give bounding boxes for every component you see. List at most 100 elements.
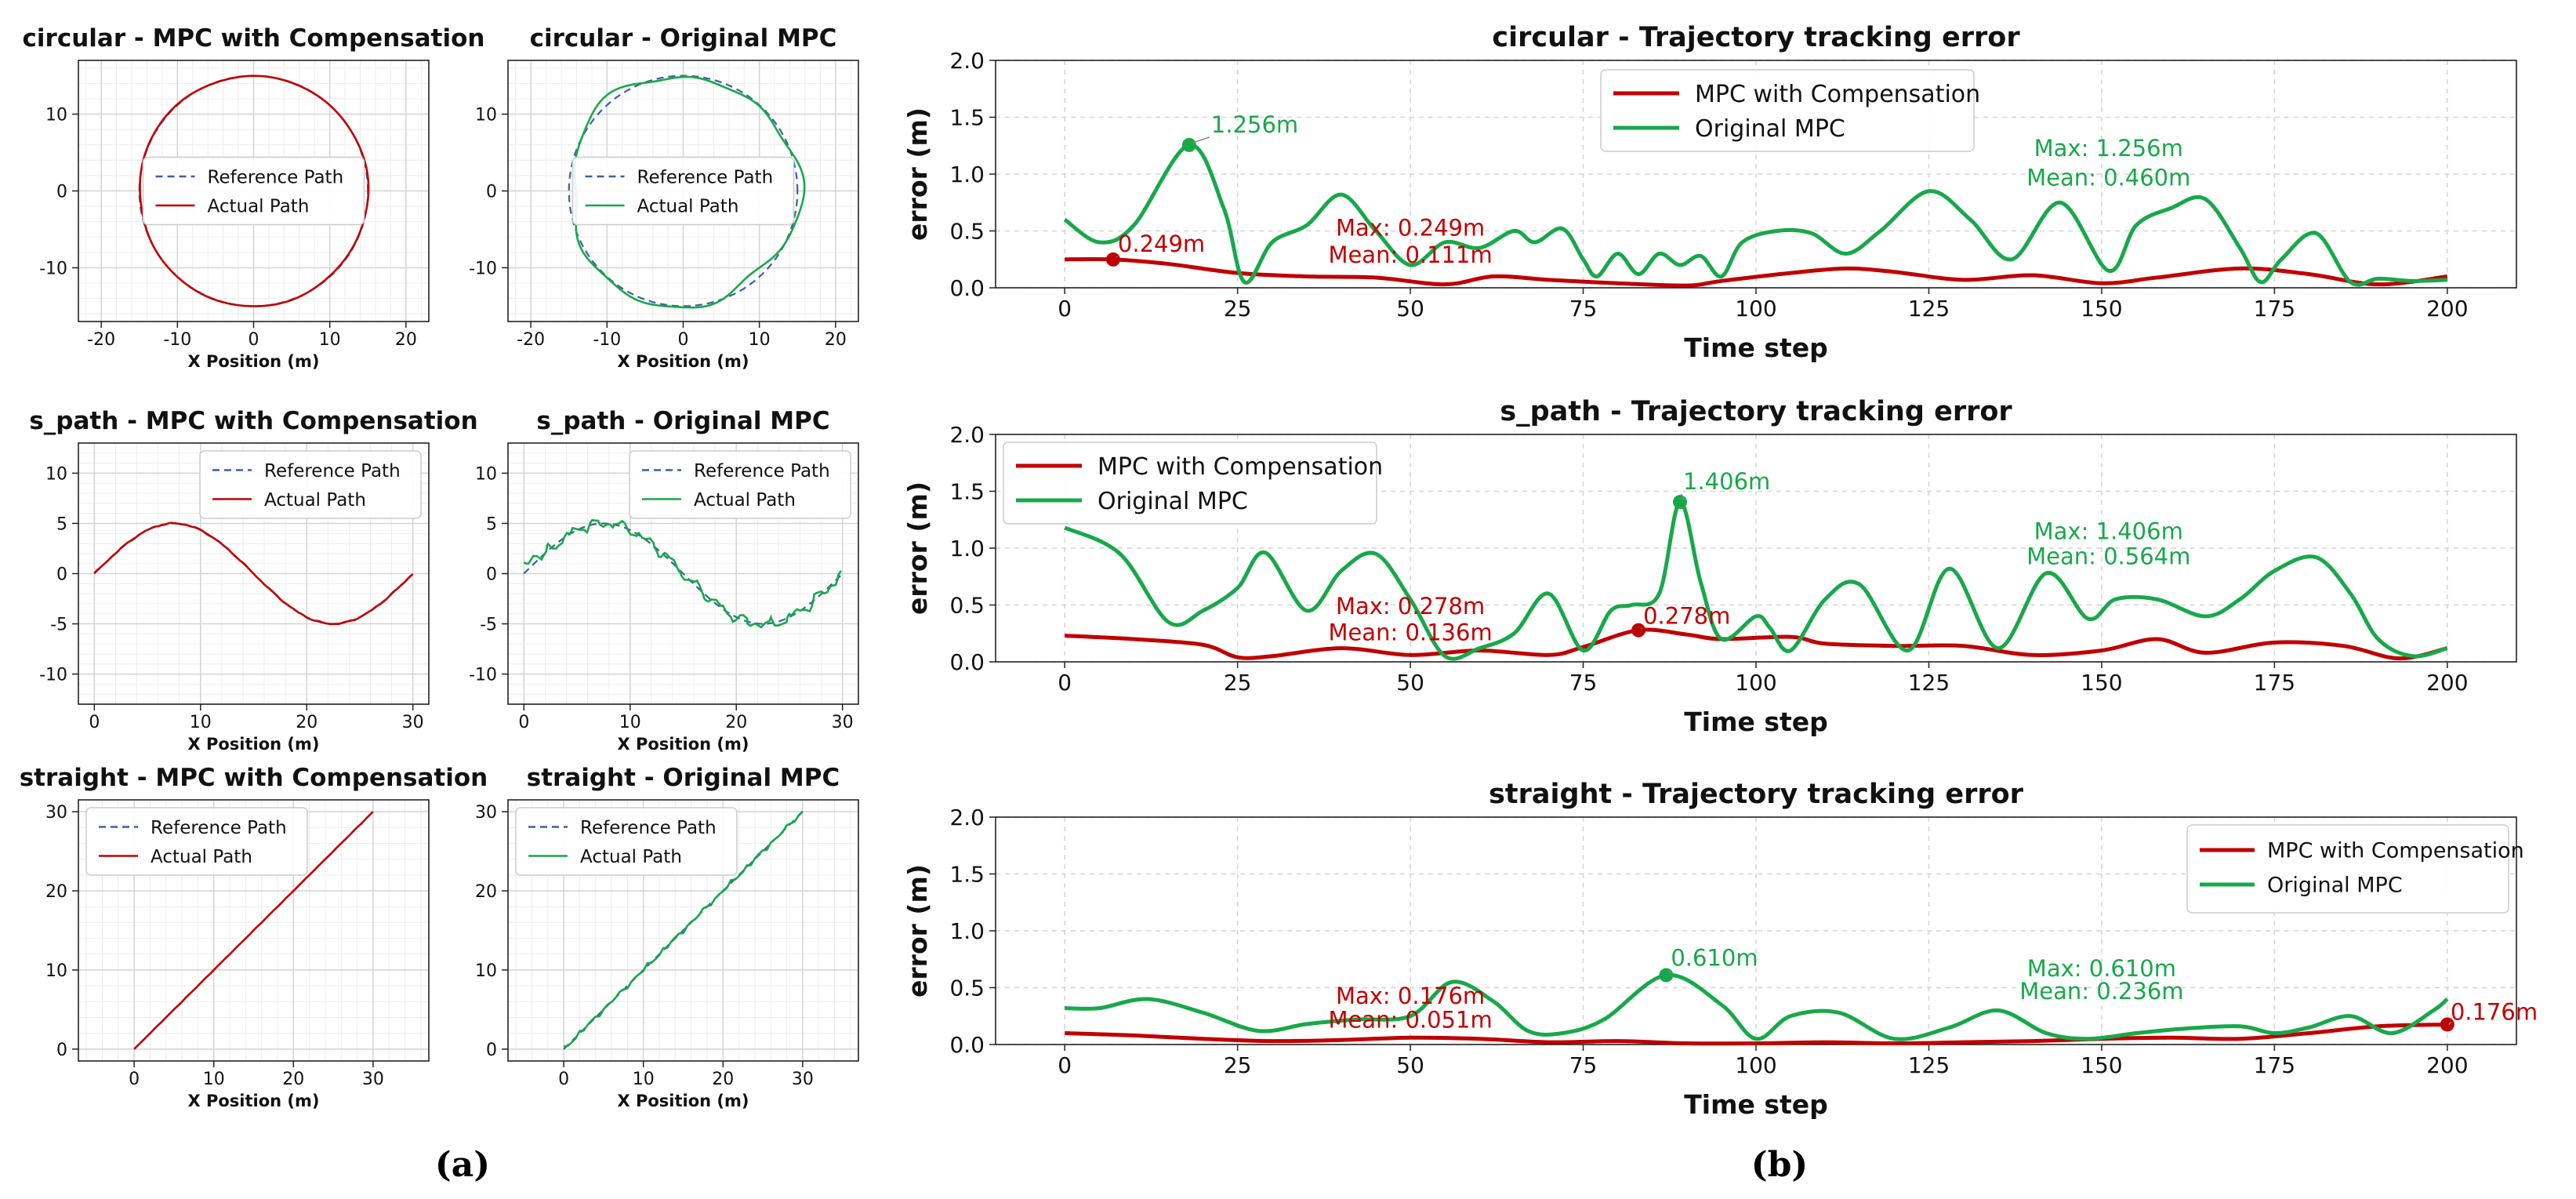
x-tick-label: 20 (282, 1070, 304, 1089)
x-tick-label: 25 (1224, 1052, 1252, 1078)
x-tick-label: -20 (87, 330, 115, 350)
y-tick-label: 1.5 (949, 479, 985, 505)
peak-annotation: 0.610m (1671, 945, 1758, 972)
x-tick-label: 175 (2254, 1052, 2295, 1078)
legend-box (199, 450, 422, 519)
caption-a: (a) (435, 1145, 490, 1185)
x-tick-label: 10 (319, 330, 341, 350)
legend-box (142, 156, 365, 226)
legend-box (85, 807, 308, 876)
x-tick-label: 75 (1569, 670, 1598, 696)
y-axis-label: error (m) (902, 107, 933, 241)
stats-annotation: Max: 0.176m (1336, 983, 1485, 1009)
x-tick-label: 20 (395, 330, 417, 350)
x-tick-label: 0 (1058, 670, 1072, 696)
x-tick-label: -20 (517, 330, 545, 350)
legend-label: Reference Path (580, 818, 717, 838)
y-tick-label: 0 (486, 1041, 497, 1060)
y-tick-label: 0.0 (949, 1032, 985, 1058)
legend-label: MPC with Compensation (1695, 81, 1980, 108)
x-tick-label: 50 (1396, 296, 1424, 322)
x-tick-label: 125 (1908, 1052, 1950, 1078)
y-tick-label: 30 (45, 803, 67, 823)
y-tick-label: 2.0 (949, 48, 985, 74)
reference-path-line (523, 522, 844, 625)
legend-label: Actual Path (208, 196, 310, 216)
x-axis-label: X Position (m) (187, 352, 319, 371)
legend: MPC with Compensation Original MPC (1600, 69, 1980, 152)
legend: Reference Path Actual Path (515, 807, 738, 876)
legend-label: Reference Path (637, 167, 774, 187)
actual-path-line (523, 518, 842, 629)
x-tick-label: 0 (1058, 1052, 1072, 1078)
x-tick-label: 10 (203, 1070, 225, 1089)
x-tick-label: 30 (362, 1070, 384, 1089)
plot-title: s_path - Trajectory tracking error (1500, 396, 2012, 427)
actual-path-line (563, 810, 804, 1048)
legend: MPC with Compensation Original MPC (1003, 441, 1383, 525)
plot-frame (995, 60, 2517, 289)
stats-annotation: Max: 0.249m (1336, 214, 1485, 241)
x-tick-label: 20 (825, 330, 847, 350)
y-tick-label: -10 (39, 665, 67, 685)
x-tick-label: 0 (518, 713, 529, 732)
x-tick-label: 0 (1058, 296, 1072, 322)
y-tick-label: 0 (56, 1041, 67, 1060)
x-tick-label: 0 (558, 1070, 569, 1089)
x-tick-label: 150 (2081, 670, 2122, 696)
series-line-compensation (1065, 1022, 2447, 1046)
x-axis-label: Time step (1684, 707, 1828, 737)
legend-label: Original MPC (1098, 488, 1248, 515)
x-tick-label: 10 (749, 330, 771, 350)
y-tick-label: 0 (56, 182, 67, 202)
y-tick-label: 1.0 (949, 162, 985, 187)
y-tick-label: 0.5 (949, 593, 985, 619)
plot-frame (507, 442, 859, 705)
actual-path-line (139, 74, 370, 307)
x-tick-label: 0 (678, 330, 689, 350)
stats-annotation: Mean: 0.111m (1328, 242, 1492, 268)
legend-label: Actual Path (694, 490, 796, 510)
plot-frame (78, 60, 430, 322)
legend: Reference Path Actual Path (85, 807, 308, 876)
chart-s-comp: 0 10 20 30 -10 -5 0 5 10 s_path - MPC with Compen… (29, 407, 477, 754)
series-line-compensation (1065, 256, 2448, 288)
actual-path-line (133, 811, 374, 1050)
chart-err-s: 0 25 50 75 100 125 150 175 200 0.0 0.5 1.0 1.5 2.0 s_p… (902, 396, 2517, 737)
legend-box (1003, 441, 1377, 525)
x-tick-label: 20 (712, 1070, 734, 1089)
x-axis-label: X Position (m) (617, 1092, 749, 1110)
peak-annotation: 1.256m (1211, 111, 1298, 138)
y-tick-label: -10 (469, 665, 497, 685)
x-tick-label: 50 (1396, 670, 1424, 696)
legend: Reference Path Actual Path (629, 450, 851, 519)
legend-label: Actual Path (580, 847, 682, 867)
y-tick-label: 1.5 (949, 105, 985, 131)
legend: Reference Path Actual Path (199, 450, 422, 519)
plot-frame (507, 799, 859, 1062)
x-tick-label: 200 (2426, 670, 2468, 696)
x-tick-label: 100 (1735, 670, 1776, 696)
x-tick-label: -10 (593, 330, 621, 350)
y-tick-label: -10 (39, 259, 67, 278)
x-tick-label: 50 (1396, 1052, 1424, 1078)
x-tick-label: 200 (2426, 296, 2468, 322)
y-tick-label: 10 (45, 105, 67, 125)
legend-label: Actual Path (151, 847, 252, 867)
legend: Reference Path Actual Path (142, 156, 365, 226)
x-tick-label: 125 (1908, 296, 1950, 322)
x-tick-label: 10 (619, 713, 641, 732)
stats-annotation: Mean: 0.236m (2019, 978, 2183, 1005)
annotation-arrow (1681, 493, 1685, 500)
peak-marker (1181, 137, 1196, 152)
y-tick-label: 10 (45, 961, 67, 981)
peak-marker (1673, 495, 1687, 510)
plot-frame (78, 442, 430, 705)
y-tick-label: -5 (50, 615, 67, 634)
y-tick-label: -5 (480, 615, 497, 634)
series-line-original (1063, 143, 2447, 287)
x-tick-label: 0 (249, 330, 259, 350)
y-tick-label: 10 (45, 464, 67, 484)
stats-annotation: Mean: 0.564m (2026, 543, 2190, 569)
